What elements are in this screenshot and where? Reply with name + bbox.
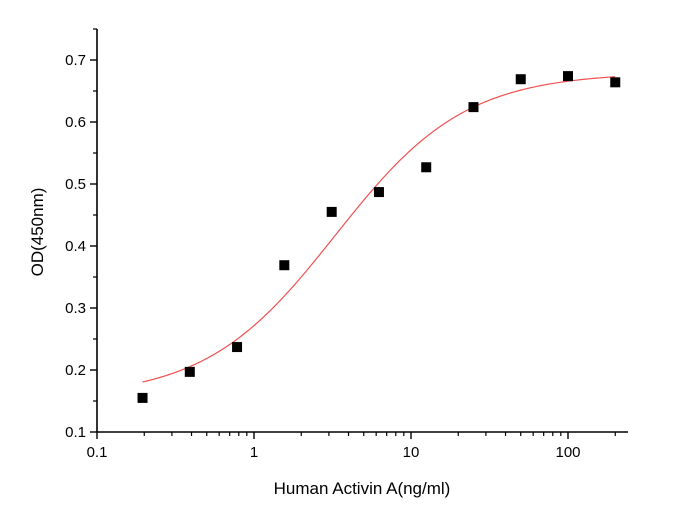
data-point [184, 366, 195, 377]
y-tick-label: 0.3 [65, 300, 86, 317]
data-point [373, 187, 384, 198]
data-point [232, 342, 243, 353]
y-axis-title: OD(450nm) [28, 188, 47, 277]
data-point [279, 260, 290, 271]
data-points [137, 71, 621, 403]
y-tick-label: 0.6 [65, 114, 86, 131]
data-point [421, 162, 432, 173]
x-axis-title: Human Activin A(ng/ml) [274, 479, 451, 498]
x-tick-label: 10 [403, 444, 420, 461]
y-tick-label: 0.2 [65, 362, 86, 379]
data-point [610, 77, 621, 88]
x-tick-label: 100 [555, 444, 580, 461]
y-tick-label: 0.5 [65, 176, 86, 193]
y-tick-label: 0.7 [65, 52, 86, 69]
y-tick-label: 0.1 [65, 424, 86, 441]
data-point [515, 74, 526, 85]
axes [96, 29, 628, 433]
data-point [137, 392, 148, 403]
fit-curve [142, 76, 616, 383]
data-point [563, 71, 573, 82]
data-point [326, 206, 337, 217]
x-tick-label: 1 [250, 444, 258, 461]
data-point [468, 102, 479, 113]
ticks: 0.1 1 10 100 0.1 0.2 0.3 0.4 0.5 0.6 0.7 [65, 28, 616, 461]
y-tick-label: 0.4 [65, 238, 86, 255]
x-tick-label: 0.1 [87, 444, 108, 461]
